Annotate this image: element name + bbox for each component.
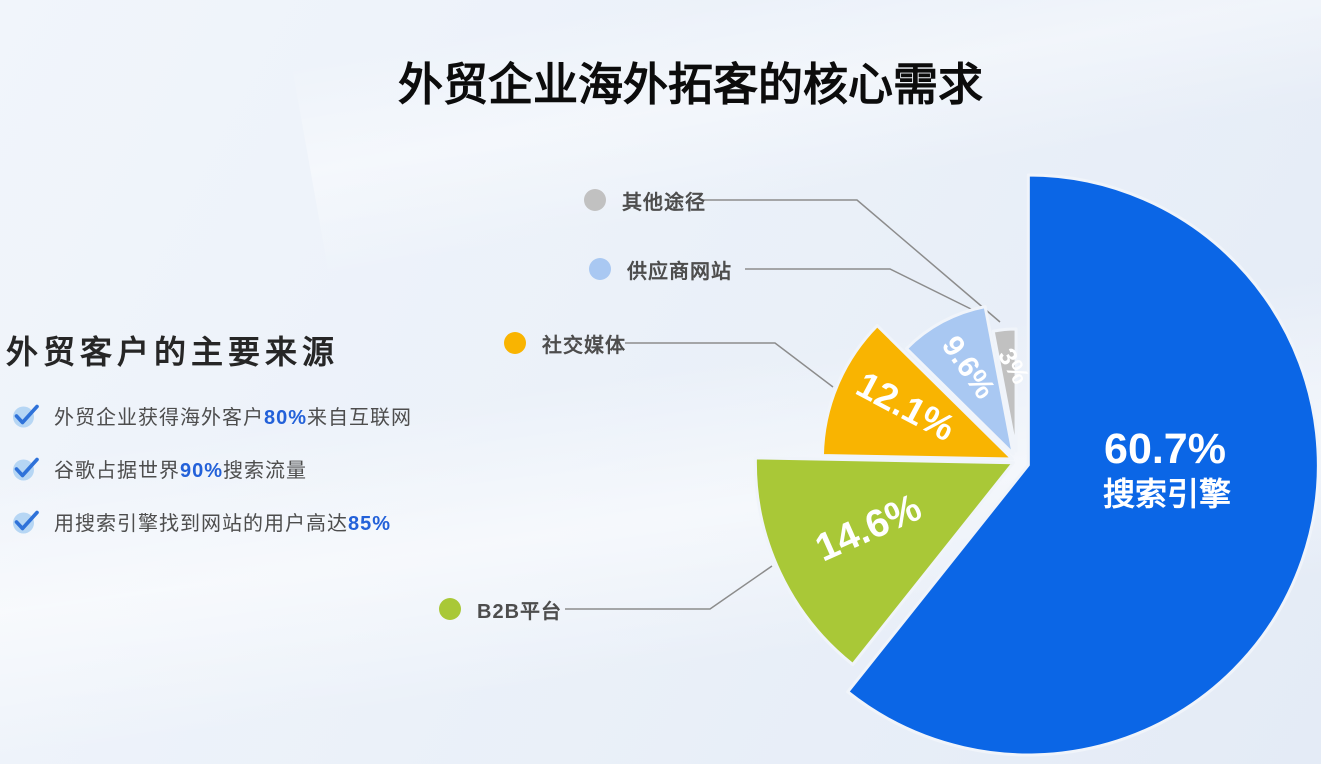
- callout-line-social-media: [625, 342, 834, 388]
- callout-line-b2b-platform: [565, 565, 773, 610]
- pie-slice-b2b-platform: [753, 456, 1015, 667]
- pie-slice-search-engine: [846, 173, 1320, 757]
- check-icon: [12, 455, 39, 482]
- sources-panel-heading: 外贸客户的主要来源: [6, 334, 340, 370]
- pie-slice-social-media: [820, 324, 1014, 461]
- pie-slice-other-channels: [991, 327, 1018, 453]
- pie-slice-supplier-website: [905, 305, 1015, 456]
- check-icon: [12, 508, 39, 535]
- callout-line-supplier-website: [745, 268, 976, 312]
- bullet-search-users: 用搜索引擎找到网站的用户高达85%: [12, 507, 391, 536]
- page-title: 外贸企业海外拓客的核心需求: [397, 59, 983, 110]
- callout-line-other-channels: [702, 199, 1001, 323]
- slice-percent-search-engine: 60.7%: [1104, 425, 1226, 473]
- bullet-text: 谷歌占据世界90%搜索流量: [54, 460, 308, 482]
- slice-name-search-engine: 搜索引擎: [1103, 476, 1231, 512]
- bullet-google-traffic: 谷歌占据世界90%搜索流量: [12, 454, 307, 483]
- bullet-text: 用搜索引擎找到网站的用户高达85%: [54, 513, 392, 535]
- bullet-internet-customers: 外贸企业获得海外客户80%来自互联网: [12, 401, 412, 430]
- check-icon: [12, 402, 39, 429]
- bullet-text: 外贸企业获得海外客户80%来自互联网: [54, 407, 413, 429]
